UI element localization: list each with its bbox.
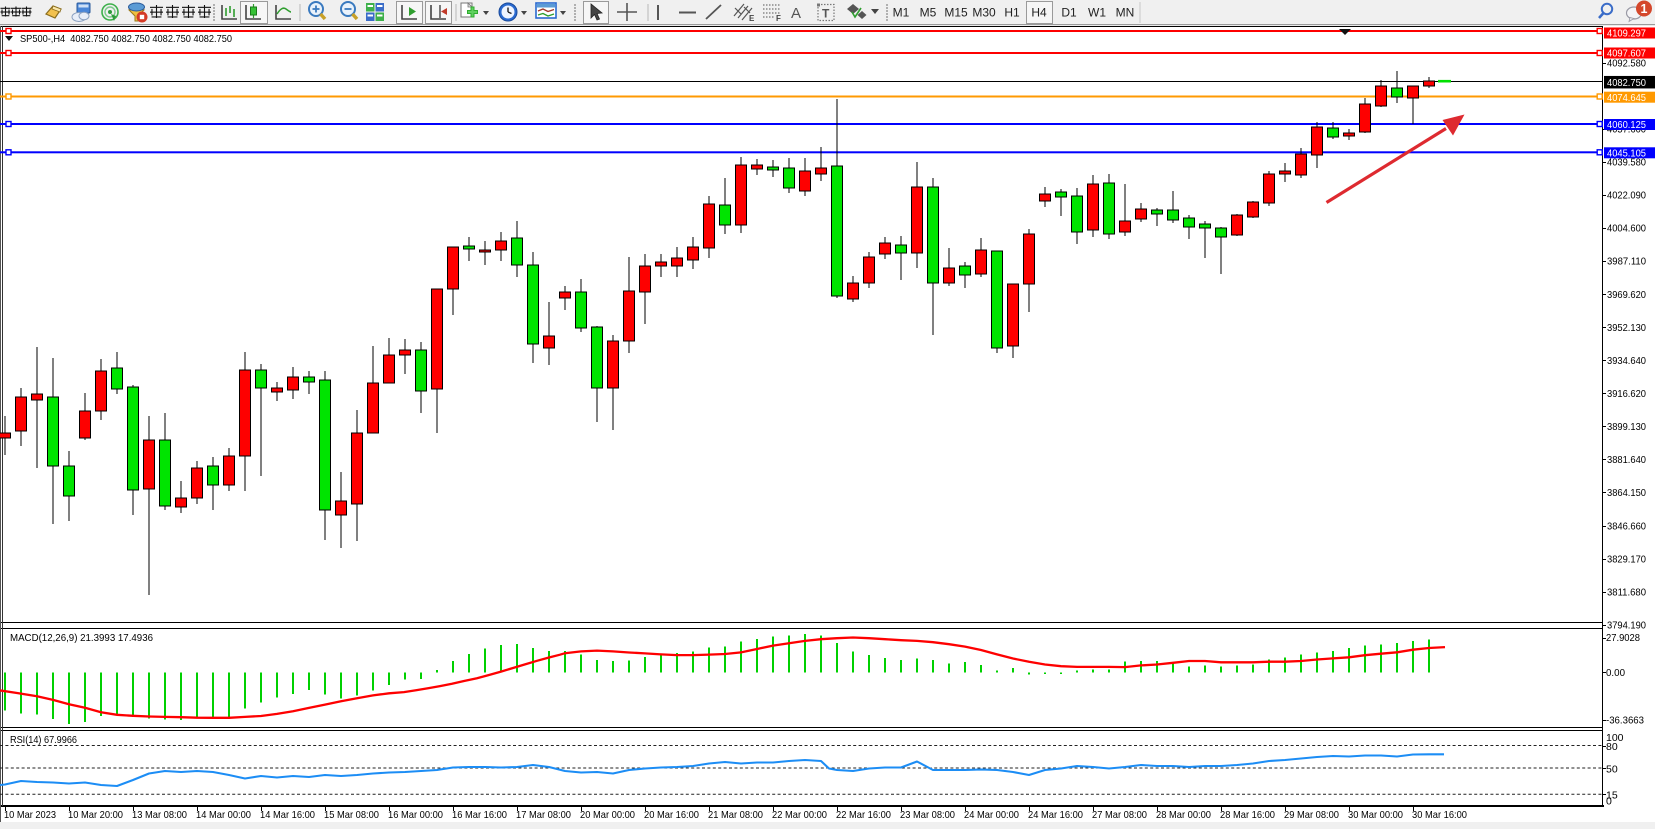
svg-text:4045.105: 4045.105: [1607, 147, 1646, 159]
svg-text:27.9028: 27.9028: [1606, 632, 1640, 644]
svg-text:T: T: [822, 7, 830, 21]
svg-text:29 Mar 08:00: 29 Mar 08:00: [1284, 809, 1339, 821]
svg-text:16 Mar 00:00: 16 Mar 00:00: [388, 809, 443, 821]
svg-text:80: 80: [1606, 741, 1618, 753]
svg-text:13 Mar 08:00: 13 Mar 08:00: [132, 809, 187, 821]
svg-text:M15: M15: [944, 6, 968, 20]
svg-text:24 Mar 16:00: 24 Mar 16:00: [1028, 809, 1083, 821]
svg-text:22 Mar 00:00: 22 Mar 00:00: [772, 809, 827, 821]
svg-text:27 Mar 08:00: 27 Mar 08:00: [1092, 809, 1147, 821]
svg-text:4097.607: 4097.607: [1607, 48, 1646, 60]
svg-text:14 Mar 16:00: 14 Mar 16:00: [260, 809, 315, 821]
svg-text:3811.680: 3811.680: [1607, 586, 1646, 598]
svg-text:20 Mar 16:00: 20 Mar 16:00: [644, 809, 699, 821]
svg-text:F: F: [776, 14, 781, 23]
svg-text:3952.130: 3952.130: [1607, 322, 1646, 334]
svg-text:H1: H1: [1004, 6, 1020, 20]
svg-text:4092.580: 4092.580: [1607, 57, 1646, 69]
svg-text:21 Mar 08:00: 21 Mar 08:00: [708, 809, 763, 821]
svg-text:17 Mar 08:00: 17 Mar 08:00: [516, 809, 571, 821]
svg-text:3794.190: 3794.190: [1607, 620, 1646, 632]
svg-text:SP500-,H4 4082.750 4082.750 4: SP500-,H4 4082.750 4082.750 4082.750 408…: [20, 33, 232, 45]
svg-text:4074.645: 4074.645: [1607, 92, 1646, 104]
svg-text:14 Mar 00:00: 14 Mar 00:00: [196, 809, 251, 821]
svg-text:20 Mar 00:00: 20 Mar 00:00: [580, 809, 635, 821]
svg-text:-36.3663: -36.3663: [1606, 715, 1644, 727]
svg-text:4022.090: 4022.090: [1607, 190, 1646, 202]
svg-text:MN: MN: [1116, 6, 1135, 20]
svg-text:30 Mar 00:00: 30 Mar 00:00: [1348, 809, 1403, 821]
svg-text:0: 0: [1606, 795, 1612, 807]
svg-text:3987.110: 3987.110: [1607, 256, 1646, 268]
svg-text:4004.600: 4004.600: [1607, 223, 1646, 235]
svg-text:4060.125: 4060.125: [1607, 119, 1646, 131]
svg-text:4082.750: 4082.750: [1607, 77, 1646, 89]
svg-text:22 Mar 16:00: 22 Mar 16:00: [836, 809, 891, 821]
svg-text:W1: W1: [1088, 6, 1106, 20]
svg-text:0.00: 0.00: [1606, 667, 1625, 679]
svg-text:10 Mar 2023: 10 Mar 2023: [4, 809, 56, 821]
svg-text:H4: H4: [1031, 6, 1047, 20]
svg-text:23 Mar 08:00: 23 Mar 08:00: [900, 809, 955, 821]
svg-text:4039.580: 4039.580: [1607, 157, 1646, 169]
svg-text:M5: M5: [920, 6, 937, 20]
svg-text:100: 100: [1606, 732, 1624, 744]
svg-text:1: 1: [1641, 2, 1648, 16]
svg-text:3934.640: 3934.640: [1607, 355, 1646, 367]
svg-text:3846.660: 3846.660: [1607, 520, 1646, 532]
svg-text:15: 15: [1606, 789, 1618, 801]
svg-text:3881.640: 3881.640: [1607, 454, 1646, 466]
svg-text:28 Mar 16:00: 28 Mar 16:00: [1220, 809, 1275, 821]
svg-text:M30: M30: [972, 6, 996, 20]
svg-text:M1: M1: [893, 6, 910, 20]
svg-text:MACD(12,26,9) 21.3993 17.4936: MACD(12,26,9) 21.3993 17.4936: [10, 632, 153, 644]
svg-text:RSI(14) 67.9966: RSI(14) 67.9966: [10, 734, 77, 746]
svg-text:30 Mar 16:00: 30 Mar 16:00: [1412, 809, 1467, 821]
svg-text:50: 50: [1606, 763, 1618, 775]
svg-text:3916.620: 3916.620: [1607, 388, 1646, 400]
svg-text:24 Mar 00:00: 24 Mar 00:00: [964, 809, 1019, 821]
svg-text:16 Mar 16:00: 16 Mar 16:00: [452, 809, 507, 821]
svg-text:E: E: [749, 14, 755, 23]
svg-text:28 Mar 00:00: 28 Mar 00:00: [1156, 809, 1211, 821]
svg-text:D1: D1: [1061, 6, 1077, 20]
svg-text:A: A: [791, 5, 801, 22]
svg-text:3829.170: 3829.170: [1607, 553, 1646, 565]
svg-text:3864.150: 3864.150: [1607, 487, 1646, 499]
svg-text:3899.130: 3899.130: [1607, 421, 1646, 433]
svg-text:15 Mar 08:00: 15 Mar 08:00: [324, 809, 379, 821]
svg-text:4109.297: 4109.297: [1607, 28, 1646, 40]
svg-text:10 Mar 20:00: 10 Mar 20:00: [68, 809, 123, 821]
svg-text:3969.620: 3969.620: [1607, 289, 1646, 301]
